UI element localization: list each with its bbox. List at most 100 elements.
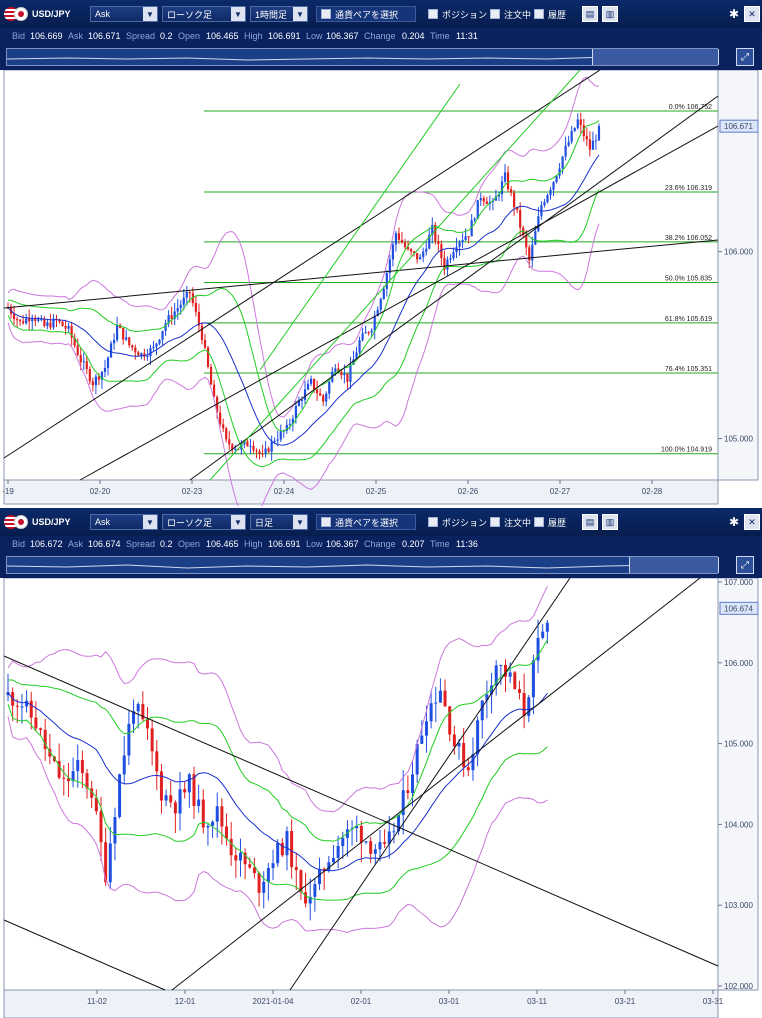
ask-value: 106.674 [88,539,121,549]
candle-body [294,867,298,871]
candle-body [504,664,508,677]
y-tick-label: 105.000 [724,435,753,444]
candle-body [141,704,145,720]
chart-style-dropdown[interactable]: ローソク足 ▼ [162,6,246,22]
candle-body [349,364,352,382]
change-value: 0.207 [402,539,425,549]
candle-body [397,233,401,240]
gear-icon[interactable]: ✱ [728,7,740,21]
candle-body [70,325,73,338]
candle-body [570,130,573,142]
candle-body [545,622,549,632]
candle-body [159,771,163,801]
gear-icon[interactable]: ✱ [728,515,740,529]
candle-body [525,235,528,248]
checkbox-icon [534,517,544,527]
toggle-history[interactable]: 履歴 [534,514,566,530]
candle-body [462,743,466,768]
bid-label: Bid [12,539,26,549]
candle-body [238,852,242,861]
chevron-down-icon: ▼ [293,7,307,21]
spread-label: Spread [126,31,156,41]
high-value: 106.691 [268,31,301,41]
layout-icon[interactable]: ▥ [602,514,618,530]
chart-icon[interactable]: ▤ [582,6,598,22]
layout-icon[interactable]: ▥ [602,6,618,22]
price-type-dropdown[interactable]: Ask ▼ [90,6,158,22]
toggle-orders[interactable]: 注文中 [490,6,531,22]
pair-select-button[interactable]: 通貨ペアを選択 [316,6,416,22]
low-value: 106.367 [326,539,359,549]
candle-body [528,247,531,261]
candle-body [297,400,301,406]
candle-body [22,321,25,324]
candle-body [276,842,280,864]
x-tick-label: 12-01 [175,997,196,1006]
candle-body [76,760,80,772]
ask-label: Ask [68,31,84,41]
candle-body [582,125,585,137]
chart-style-dropdown[interactable]: ローソク足 ▼ [162,514,246,530]
chart-icon[interactable]: ▤ [582,514,598,530]
toggle-positions[interactable]: ポジション [428,6,487,22]
fibonacci-level-label: 61.8% 105.619 [665,316,712,323]
bollinger-upper-1sigma [8,639,548,842]
candle-body [155,751,159,772]
candle-body [29,700,33,718]
candle-body [506,172,510,190]
candle-body [509,189,513,193]
candle-body [579,119,582,126]
close-icon[interactable]: ✕ [744,6,760,22]
bollinger-upper-2sigma [7,586,548,813]
toggle-label: 注文中 [504,9,532,20]
spread-value: 0.2 [160,31,173,41]
navigator-overview[interactable] [6,556,719,574]
price-type-dropdown[interactable]: Ask ▼ [90,514,158,530]
candle-body [458,242,461,247]
candle-body [409,249,413,252]
navigator-bar: ⤢ [0,552,762,578]
timeframe-value: 1時間足 [255,9,288,20]
expand-icon[interactable]: ⤢ [736,48,754,66]
close-icon[interactable]: ✕ [744,514,760,530]
expand-icon[interactable]: ⤢ [736,556,754,574]
time-value: 11:36 [456,539,478,549]
currency-pair-logo[interactable]: USD/JPY [4,5,84,23]
candle-body [485,694,489,701]
candle-body [446,259,449,270]
checkbox-icon [321,517,331,527]
candle-body [285,424,288,431]
candle-body [183,789,187,793]
navigator-window[interactable] [629,557,719,573]
toggle-orders[interactable]: 注文中 [490,514,531,530]
candle-body [97,376,101,380]
candle-body [20,706,24,708]
navigator-overview[interactable] [6,48,719,66]
trendline [289,578,571,991]
timeframe-dropdown[interactable]: 1時間足 ▼ [250,6,308,22]
candle-body [178,789,182,814]
candle-body [594,140,598,142]
navigator-window[interactable] [592,49,719,65]
x-tick-label: 02-25 [366,487,387,496]
toggle-history[interactable]: 履歴 [534,6,566,22]
bollinger-upper-2sigma [7,76,599,418]
y-tick-label: 107.000 [724,578,753,587]
symbol-label: USD/JPY [32,517,71,527]
current-price-tag [719,601,759,615]
candle-body [438,690,442,703]
checkbox-icon [534,9,544,19]
timeframe-dropdown[interactable]: 日足 ▼ [250,514,308,530]
jp-flag-icon [14,515,28,529]
candle-body [476,720,480,755]
candle-body [591,140,595,150]
currency-pair-logo[interactable]: USD/JPY [4,513,84,531]
fibonacci-level-label: 50.0% 105.835 [665,275,712,282]
candle-body [428,234,431,249]
toggle-positions[interactable]: ポジション [428,514,487,530]
pair-select-label: 通貨ペアを選択 [335,9,399,20]
timeframe-value: 日足 [255,517,274,528]
candle-body [71,771,75,782]
pair-select-button[interactable]: 通貨ペアを選択 [316,514,416,530]
chart-panel-daily: USD/JPY Ask ▼ ローソク足 ▼ 日足 ▼ 通貨ペアを選択 ポジション 注文… [0,508,762,1018]
